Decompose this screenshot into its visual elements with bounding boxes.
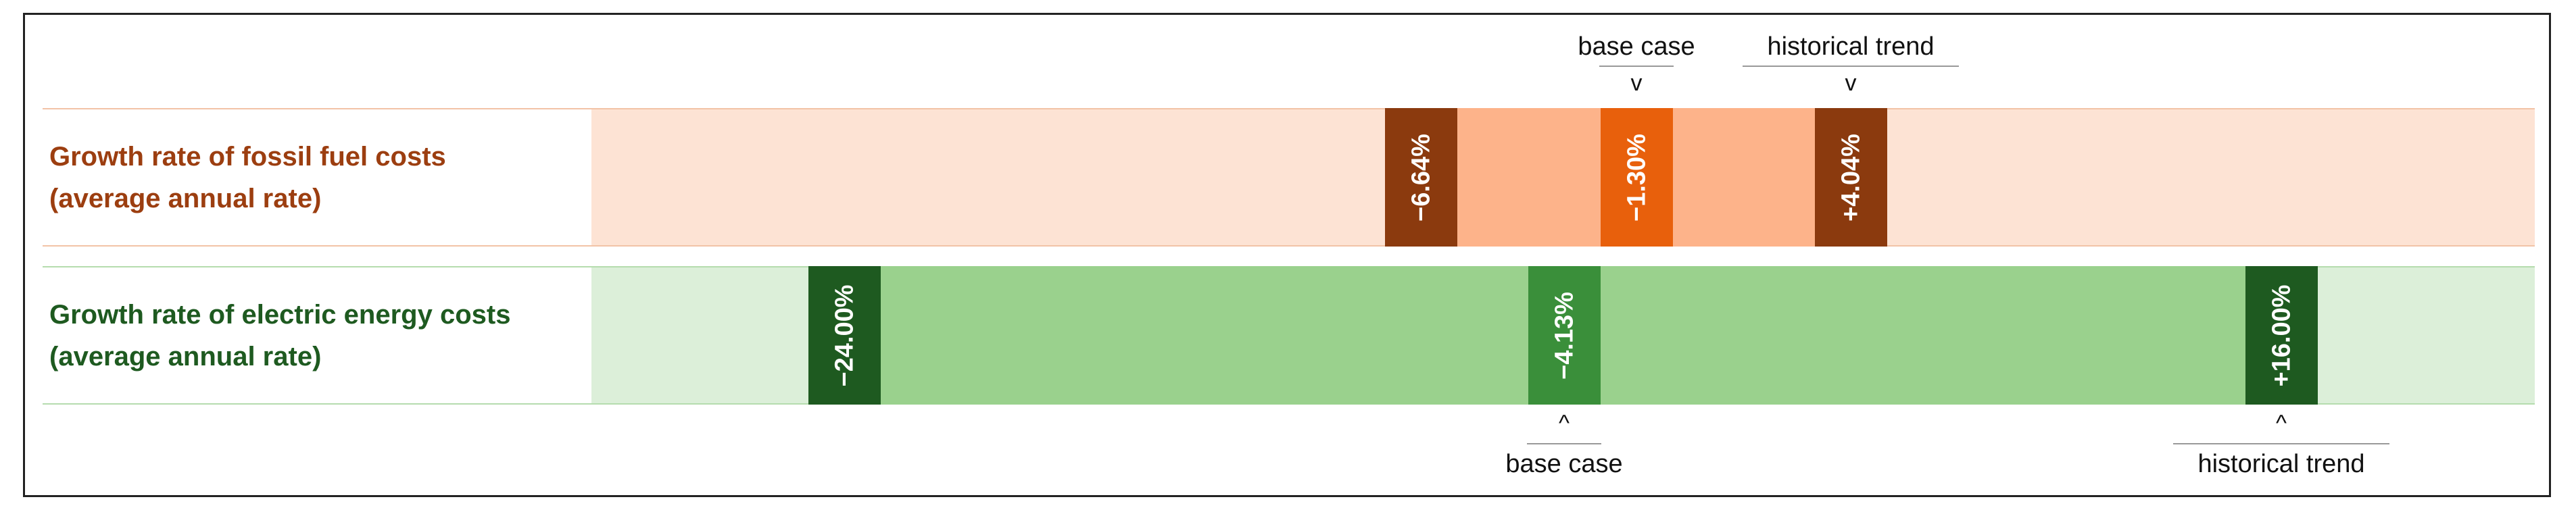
pointer: v xyxy=(1630,70,1643,96)
annotation: historical trend xyxy=(1767,32,1935,61)
pointer: v xyxy=(1845,70,1857,96)
marker: −6.64% xyxy=(1385,108,1457,247)
row-title: (average annual rate) xyxy=(49,184,322,213)
annotation-rule xyxy=(1743,66,1959,67)
frame xyxy=(23,13,2551,497)
marker-label: −24.00% xyxy=(830,284,858,387)
marker: +4.04% xyxy=(1815,108,1887,247)
pointer: ^ xyxy=(2276,411,2287,436)
annotation-rule xyxy=(1599,66,1674,67)
marker-label: +4.04% xyxy=(1837,133,1865,222)
row-label xyxy=(43,108,591,247)
annotation-rule xyxy=(1527,443,1601,444)
marker: +16.00% xyxy=(2245,266,2318,405)
annotation: historical trend xyxy=(2197,450,2365,478)
row-title: Growth rate of electric energy costs xyxy=(49,300,511,330)
annotation: base case xyxy=(1505,450,1623,478)
row-title: (average annual rate) xyxy=(49,342,322,371)
marker: −1.30% xyxy=(1601,108,1673,247)
marker: −24.00% xyxy=(808,266,881,405)
pointer: ^ xyxy=(1559,411,1570,436)
marker: −4.13% xyxy=(1528,266,1601,405)
marker-label: −6.64% xyxy=(1407,133,1435,222)
row-label xyxy=(43,266,591,405)
marker-label: −1.30% xyxy=(1622,133,1651,222)
annotation-rule xyxy=(2173,443,2389,444)
annotation: base case xyxy=(1578,32,1695,61)
row-title: Growth rate of fossil fuel costs xyxy=(49,142,446,172)
marker-label: +16.00% xyxy=(2267,284,2295,387)
marker-label: −4.13% xyxy=(1550,291,1578,380)
